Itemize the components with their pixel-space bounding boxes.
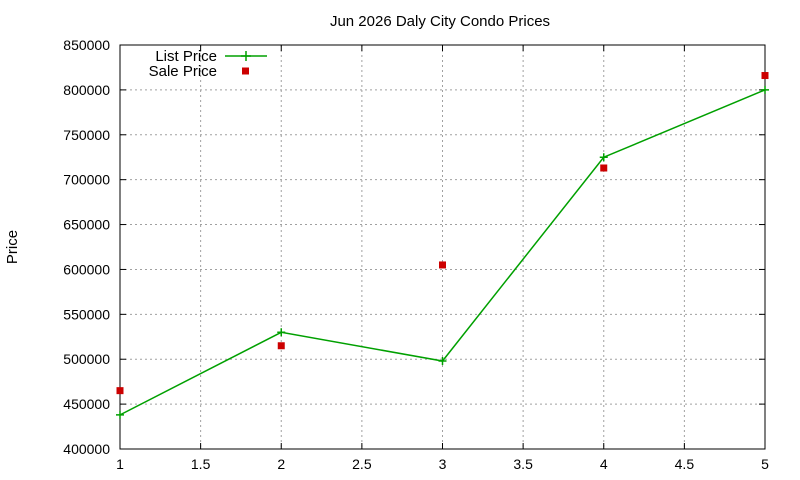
- sale-price-point: [600, 164, 608, 172]
- legend-marker-sale-price: [242, 67, 249, 75]
- sale-price-point: [277, 342, 285, 350]
- list-price-point: [116, 410, 124, 419]
- x-tick-label: 4.5: [675, 456, 695, 472]
- y-tick-label: 500000: [63, 351, 110, 367]
- y-tick-label: 850000: [63, 37, 110, 53]
- x-tick-label: 5: [761, 456, 769, 472]
- axis-ticks: [119, 44, 766, 450]
- list-price-point: [438, 357, 447, 366]
- x-tick-label: 3.5: [513, 456, 533, 472]
- y-tick-label: 550000: [63, 306, 110, 322]
- y-tick-label: 650000: [63, 217, 110, 233]
- sale-price-point: [761, 72, 769, 80]
- y-tick-label: 400000: [63, 441, 110, 457]
- x-tick-label: 1.5: [191, 456, 211, 472]
- y-tick-label: 450000: [63, 396, 110, 412]
- x-tick-label: 3: [439, 456, 447, 472]
- x-tick-labels: 1 1.5 2 2.5 3 3.5 4 4.5 5: [116, 456, 769, 472]
- y-tick-label: 800000: [63, 82, 110, 98]
- sale-price-point: [439, 261, 446, 269]
- legend: List Price Sale Price: [149, 48, 267, 80]
- grid-lines: [120, 45, 765, 449]
- y-tick-labels: 400000 450000 500000 550000 600000 650000 7000…: [63, 37, 110, 457]
- x-tick-label: 4: [600, 456, 608, 472]
- y-tick-label: 750000: [63, 127, 110, 143]
- series-layer: [116, 72, 769, 419]
- x-tick-label: 2: [277, 456, 285, 472]
- legend-label-sale-price: Sale Price: [149, 63, 217, 80]
- chart-title: Jun 2026 Daly City Condo Prices: [330, 13, 550, 30]
- legend-label-list-price: List Price: [155, 48, 217, 65]
- list-price-point: [277, 328, 286, 337]
- y-axis-label: Price: [4, 230, 21, 264]
- sale-price-point: [116, 387, 124, 395]
- list-price-point: [599, 153, 608, 162]
- list-price-point: [761, 85, 769, 94]
- legend-marker-list-price: [241, 51, 251, 61]
- y-tick-label: 600000: [63, 261, 110, 277]
- x-tick-label: 2.5: [352, 456, 372, 472]
- y-tick-label: 700000: [63, 172, 110, 188]
- x-tick-label: 1: [116, 456, 124, 472]
